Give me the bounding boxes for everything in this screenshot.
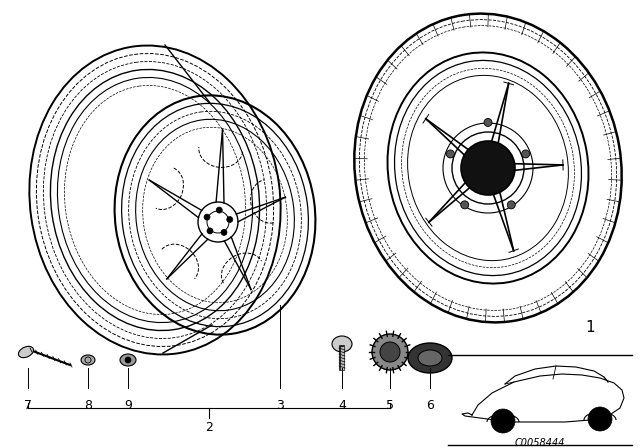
Circle shape [484,118,492,126]
Text: 9: 9 [124,399,132,412]
Circle shape [216,207,222,213]
Circle shape [221,229,227,235]
Text: 2: 2 [205,421,213,434]
Text: 3: 3 [276,399,284,412]
Ellipse shape [332,336,352,352]
Circle shape [508,201,515,209]
Ellipse shape [418,350,442,366]
Text: 1: 1 [585,320,595,335]
Text: 7: 7 [24,399,32,412]
Circle shape [227,216,233,223]
Ellipse shape [120,354,136,366]
Circle shape [446,150,454,158]
Circle shape [207,228,213,234]
Circle shape [461,201,468,209]
Circle shape [204,214,210,220]
Circle shape [380,342,400,362]
Circle shape [461,141,515,195]
Circle shape [372,334,408,370]
Text: 8: 8 [84,399,92,412]
Circle shape [125,357,131,363]
Text: 6: 6 [426,399,434,412]
Text: C0058444: C0058444 [515,438,565,448]
Ellipse shape [19,346,33,358]
Circle shape [522,150,530,158]
Ellipse shape [408,343,452,373]
Text: 4: 4 [338,399,346,412]
Circle shape [588,407,612,431]
Ellipse shape [81,355,95,365]
Circle shape [491,409,515,433]
Text: 5: 5 [386,399,394,412]
